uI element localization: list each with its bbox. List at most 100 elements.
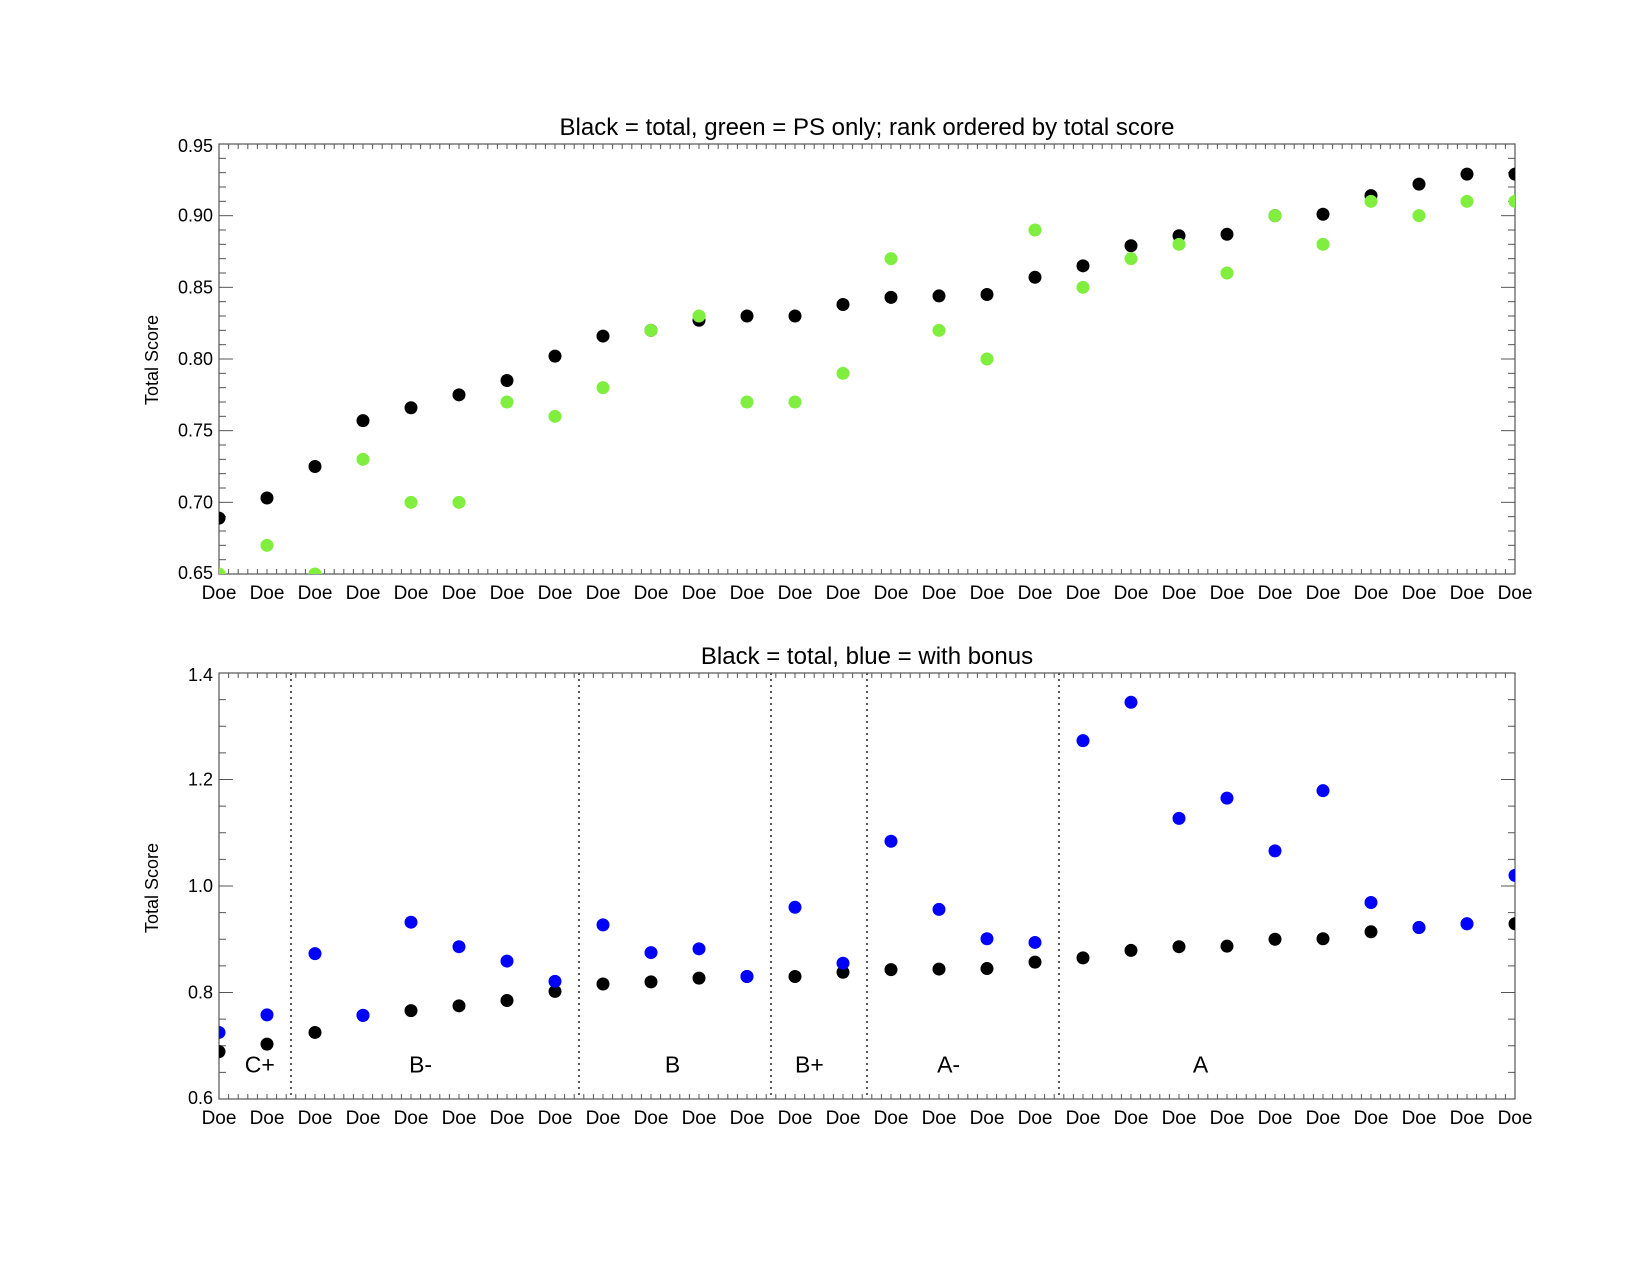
bottom-chart-point-series-1 — [1316, 932, 1330, 946]
top-chart-x-tick-label: Doe — [442, 583, 477, 604]
top-chart-point-series-1 — [1316, 207, 1330, 221]
bottom-chart-point-series-1 — [1364, 925, 1378, 939]
top-chart-ticks — [218, 143, 1516, 575]
top-chart-point-series-1 — [884, 290, 898, 304]
grade-label: A — [1193, 1051, 1209, 1077]
bottom-chart-point-series-1 — [1508, 917, 1515, 931]
top-chart-point-series-2 — [548, 409, 562, 423]
bottom-chart-point-series-2 — [500, 954, 514, 968]
top-chart-x-tick-label: Doe — [778, 583, 813, 604]
bottom-chart-point-series-1 — [788, 970, 802, 984]
bottom-chart-x-tick-label: Doe — [346, 1108, 381, 1129]
bottom-chart-y-tick-label: 0.8 — [188, 983, 213, 1003]
bottom-chart-point-series-2 — [404, 915, 418, 929]
top-chart-point-series-1 — [1124, 239, 1138, 253]
bottom-chart-x-tick-label: Doe — [1018, 1108, 1053, 1129]
bottom-chart-point-series-2 — [740, 970, 754, 984]
bottom-chart-x-tick-label: Doe — [1066, 1108, 1101, 1129]
bottom-chart-x-tick-label: Doe — [538, 1108, 573, 1129]
bottom-chart-point-series-1 — [219, 1045, 226, 1059]
top-chart-x-tick-label: Doe — [730, 583, 765, 604]
bottom-chart-point-series-2 — [356, 1008, 370, 1022]
bottom-chart-grade-dividers — [290, 673, 1060, 1099]
bottom-chart-title: Black = total, blue = with bonus — [701, 643, 1033, 670]
top-chart-point-series-1 — [932, 289, 946, 303]
top-chart-point-series-2 — [740, 395, 754, 409]
top-chart-point-series-2 — [356, 452, 370, 466]
top-chart-x-tick-label: Doe — [202, 583, 237, 604]
bottom-chart-point-series-1 — [884, 963, 898, 977]
bottom-chart-point-series-2 — [548, 974, 562, 988]
bottom-chart-x-tick-label: Doe — [1354, 1108, 1389, 1129]
bottom-chart-point-series-1 — [1268, 932, 1282, 946]
top-chart-x-tick-label: Doe — [586, 583, 621, 604]
top-chart-point-series-1 — [548, 349, 562, 363]
top-chart-x-tick-label: Doe — [250, 583, 285, 604]
top-chart-point-series-2 — [260, 538, 274, 552]
top-chart-point-series-1 — [1220, 227, 1234, 241]
top-chart-point-series-1 — [836, 298, 850, 312]
bottom-chart-x-tick-label: Doe — [1498, 1108, 1533, 1129]
top-chart-point-series-2 — [1124, 252, 1138, 266]
grade-label: A- — [937, 1051, 960, 1077]
top-chart-point-series-2 — [1268, 209, 1282, 223]
bottom-chart-point-series-2 — [1268, 844, 1282, 858]
bottom-chart-point-series-2 — [884, 834, 898, 848]
bottom-chart-x-tick-label: Doe — [730, 1108, 765, 1129]
bottom-chart-point-series-1 — [596, 977, 610, 991]
bottom-chart-plot-area — [218, 672, 1516, 1100]
bottom-chart-x-tick-label: Doe — [586, 1108, 621, 1129]
top-chart-point-series-2 — [644, 323, 658, 337]
bottom-chart-x-tick-label: Doe — [1402, 1108, 1437, 1129]
top-chart-point-series-1 — [404, 401, 418, 415]
bottom-chart-point-series-1 — [500, 993, 514, 1007]
bottom-chart-x-tick-label: Doe — [1306, 1108, 1341, 1129]
bottom-chart-x-tick-label: Doe — [682, 1108, 717, 1129]
bottom-chart-point-series-2 — [932, 902, 946, 916]
bottom-chart-point-series-1 — [1028, 955, 1042, 969]
top-chart-x-tick-label: Doe — [970, 583, 1005, 604]
top-chart-x-tick-label: Doe — [1306, 583, 1341, 604]
bottom-chart-x-tick-label: Doe — [922, 1108, 957, 1129]
bottom-chart-point-series-1 — [404, 1004, 418, 1018]
bottom-chart-point-series-1 — [548, 984, 562, 998]
top-chart-point-series-2 — [884, 252, 898, 266]
bottom-chart-point-series-1 — [1172, 940, 1186, 954]
top-chart-y-tick-label: 0.90 — [178, 206, 213, 226]
top-chart-x-tick-label: Doe — [874, 583, 909, 604]
top-chart-x-tick-label: Doe — [1354, 583, 1389, 604]
top-chart-point-series-2 — [1316, 237, 1330, 251]
bottom-chart-point-series-1 — [1220, 939, 1234, 953]
top-chart-point-series-2 — [452, 495, 466, 509]
top-chart-x-tick-label: Doe — [1066, 583, 1101, 604]
bottom-chart-point-series-2 — [1412, 921, 1426, 935]
top-chart-plot-area — [218, 143, 1516, 575]
bottom-chart-point-series-2 — [1172, 811, 1186, 825]
bottom-chart-ticks — [218, 672, 1516, 1100]
top-chart-point-series-1 — [788, 309, 802, 323]
top-chart-points — [219, 167, 1515, 574]
top-chart-point-series-2 — [692, 309, 706, 323]
bottom-chart-point-series-2 — [596, 918, 610, 932]
top-chart-point-series-2 — [1508, 194, 1515, 208]
top-chart-y-tick-label: 0.70 — [178, 492, 213, 512]
grade-label: B- — [409, 1051, 432, 1077]
bottom-chart-point-series-1 — [452, 999, 466, 1013]
top-chart-point-series-2 — [308, 567, 322, 574]
top-chart-x-tick-label: Doe — [1258, 583, 1293, 604]
top-chart-point-series-2 — [1220, 266, 1234, 280]
top-chart-x-tick-label: Doe — [538, 583, 573, 604]
bottom-chart-x-tick-label: Doe — [250, 1108, 285, 1129]
bottom-chart-point-series-1 — [260, 1037, 274, 1051]
bottom-chart-point-series-2 — [260, 1008, 274, 1022]
bottom-chart-point-series-2 — [1028, 935, 1042, 949]
bottom-chart-point-series-2 — [1364, 896, 1378, 910]
bottom-chart-point-series-2 — [308, 947, 322, 961]
bottom-chart-point-series-2 — [1460, 917, 1474, 931]
top-chart-y-tick-label: 0.85 — [178, 277, 213, 297]
top-chart-x-tick-label: Doe — [298, 583, 333, 604]
top-chart-point-series-1 — [596, 329, 610, 343]
bottom-chart-point-series-2 — [1076, 734, 1090, 748]
top-chart-x-tick-label: Doe — [682, 583, 717, 604]
top-chart-point-series-2 — [788, 395, 802, 409]
